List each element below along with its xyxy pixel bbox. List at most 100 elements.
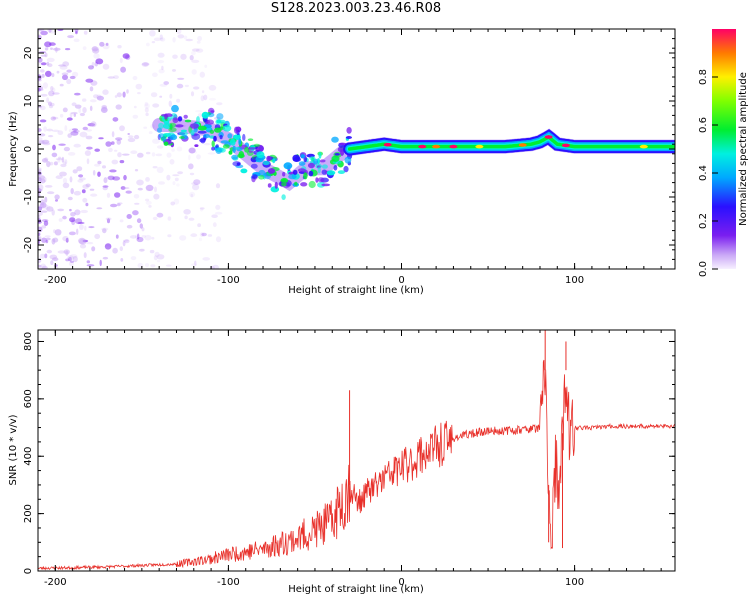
noise-blob (139, 248, 145, 251)
colorbar-tick-label: 0.0 (698, 261, 709, 277)
ridge-blob (194, 144, 199, 148)
noise-blob (111, 131, 115, 138)
noise-blob (130, 150, 138, 154)
y-tick-label: 10 (23, 95, 34, 108)
noise-blob (141, 62, 150, 66)
noise-blob (40, 199, 45, 205)
noise-blob (61, 72, 69, 76)
noise-blob (126, 89, 129, 94)
noise-blob (132, 75, 138, 81)
ridge-blob (180, 129, 187, 133)
noise-blob (157, 52, 165, 58)
noise-blob (45, 70, 52, 77)
noise-blob (188, 147, 196, 154)
noise-blob (73, 129, 80, 133)
noise-blob (172, 174, 180, 177)
noise-blob (157, 60, 165, 64)
noise-blob (59, 65, 68, 70)
noise-blob (38, 175, 45, 180)
ridge-blob (272, 158, 276, 164)
colorbar-tick-label: 0.8 (698, 69, 709, 85)
noise-blob (83, 252, 87, 259)
noise-blob (114, 192, 121, 198)
noise-blob (101, 105, 108, 112)
noise-blob (145, 200, 152, 205)
ridge-blob (282, 171, 286, 177)
noise-blob (153, 193, 160, 200)
noise-blob (127, 137, 136, 143)
noise-blob (111, 141, 115, 145)
noise-blob (189, 191, 196, 198)
ridge-blob (309, 156, 316, 161)
noise-blob (52, 116, 59, 120)
noise-blob (150, 92, 158, 98)
noise-blob (144, 103, 150, 109)
noise-blob (72, 71, 79, 77)
noise-blob (67, 196, 73, 201)
noise-blob (189, 55, 194, 61)
noise-blob (190, 193, 194, 198)
ridge-blob (340, 149, 345, 156)
noise-blob (45, 239, 49, 244)
noise-blob (71, 111, 78, 115)
noise-blob (65, 48, 71, 51)
noise-blob (47, 135, 54, 138)
noise-blob (65, 237, 69, 243)
noise-blob (201, 90, 205, 94)
noise-blob (81, 189, 86, 194)
noise-blob (137, 262, 144, 269)
noise-blob (117, 202, 123, 205)
noise-blob (95, 58, 104, 65)
noise-blob (51, 238, 56, 245)
hot-spot (518, 143, 527, 147)
noise-blob (61, 156, 65, 163)
noise-blob (38, 137, 43, 141)
noise-blob (40, 203, 45, 208)
noise-blob (57, 158, 61, 163)
ridge-blob (337, 170, 345, 175)
ridge-blob (178, 116, 183, 121)
noise-blob (46, 61, 50, 66)
noise-blob (51, 209, 55, 216)
ridge-blob (196, 116, 200, 124)
ridge-blob (220, 140, 230, 144)
ridge-blob (300, 182, 308, 187)
noise-blob (190, 91, 195, 97)
noise-blob (215, 183, 221, 189)
noise-blob (40, 54, 47, 57)
noise-blob (82, 184, 89, 190)
noise-blob (44, 47, 49, 51)
noise-blob (80, 209, 88, 214)
noise-blob (141, 62, 149, 67)
ridge-blob (235, 146, 240, 150)
noise-blob (167, 216, 172, 221)
noise-blob (58, 156, 62, 159)
noise-blob (115, 104, 122, 110)
ridge-blob (298, 161, 306, 166)
ridge-blob (274, 181, 278, 189)
y-tick-label: 400 (23, 447, 34, 466)
noise-blob (42, 82, 49, 89)
ridge-blob (317, 181, 326, 188)
noise-blob (105, 217, 112, 221)
noise-blob (78, 174, 84, 178)
noise-blob (40, 93, 48, 97)
noise-blob (125, 190, 132, 194)
noise-blob (105, 141, 112, 147)
hot-spot (383, 142, 392, 147)
noise-blob (151, 41, 156, 44)
noise-blob (116, 203, 121, 207)
ridge-blob (209, 129, 215, 134)
noise-blob (38, 128, 42, 132)
noise-blob (159, 83, 168, 87)
noise-blob (104, 243, 112, 250)
noise-blob (159, 34, 163, 40)
noise-blob (120, 66, 126, 73)
ridge-blob (283, 162, 293, 170)
x-tick-label: 0 (398, 275, 404, 286)
ridge-blob (175, 124, 184, 128)
noise-blob (40, 30, 48, 36)
noise-blob (93, 53, 100, 59)
noise-blob (43, 220, 49, 226)
y-tick-label: 20 (23, 47, 34, 60)
